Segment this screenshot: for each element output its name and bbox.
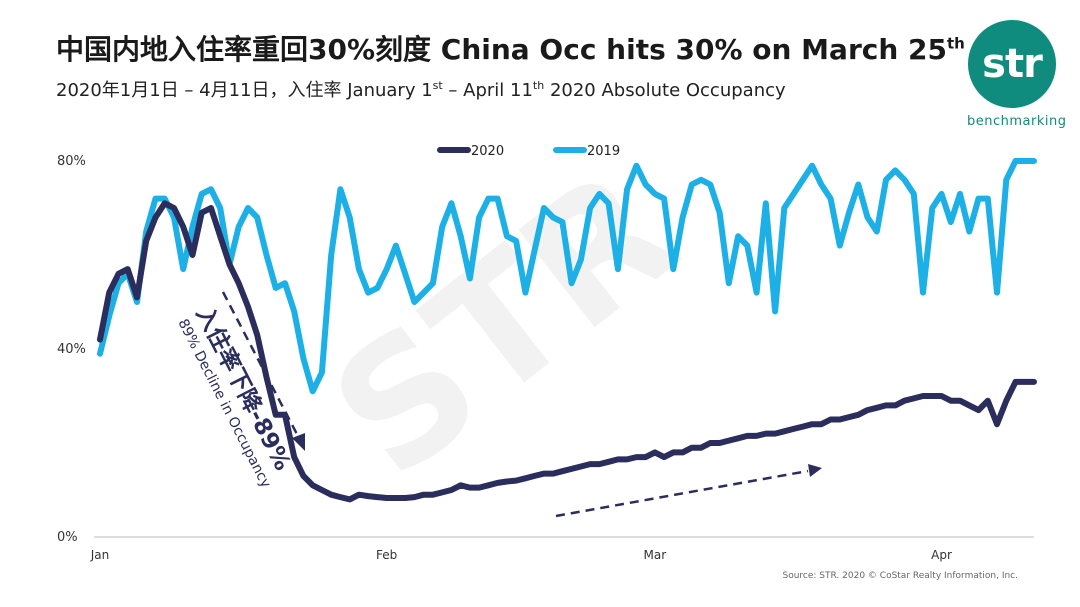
x-tick-label: Mar: [644, 548, 667, 562]
x-tick-label: Apr: [931, 548, 952, 562]
series-line-2019: [97, 158, 1037, 395]
recovery-arrow-head: [808, 464, 822, 477]
str-logo: str benchmarking: [967, 20, 1067, 130]
decline-arrow-line: [221, 291, 302, 441]
source-note: Source: STR. 2020 © CoStar Realty Inform…: [782, 571, 1018, 581]
y-tick-label: 40%: [57, 342, 86, 357]
y-tick-label: 0%: [57, 530, 78, 545]
legend: 2020 2019: [437, 144, 620, 159]
page-subtitle: 2020年1月1日 – 4月11日，入住率 January 1st – Apri…: [56, 79, 786, 101]
logo-tagline: benchmarking: [967, 114, 1067, 129]
x-tick-label: Jan: [90, 548, 110, 562]
y-tick-label: 80%: [57, 154, 86, 169]
logo-mark: str: [968, 20, 1056, 108]
legend-label-2019: 2019: [587, 144, 620, 159]
x-tick-label: Feb: [376, 548, 397, 562]
decline-arrow-head: [292, 433, 305, 451]
page-title: 中国内地入住率重回30%刻度 China Occ hits 30% on Mar…: [56, 33, 965, 66]
series-line-2020: [97, 200, 1037, 503]
legend-label-2020: 2020: [471, 144, 504, 159]
recovery-arrow-line: [555, 469, 809, 518]
